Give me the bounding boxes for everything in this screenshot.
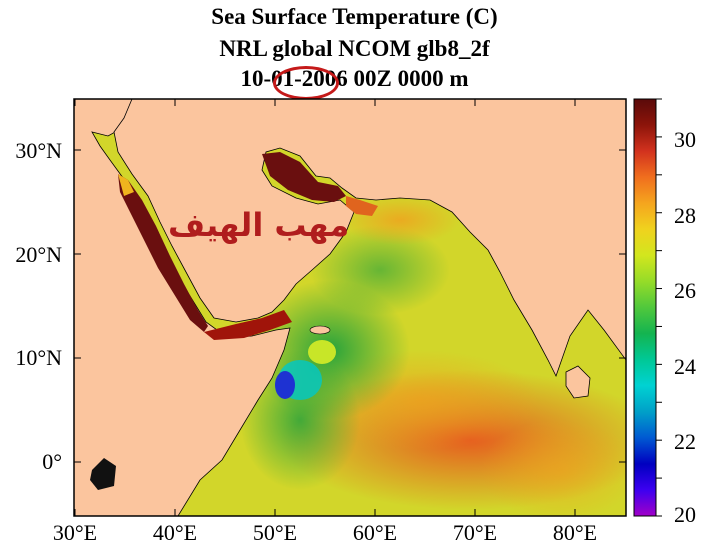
- lon-label-30e: 30°E: [52, 520, 98, 545]
- lon-label-50e: 50°E: [252, 520, 298, 545]
- colorbar-label-30: 30: [674, 127, 696, 152]
- lon-label-70e: 70°E: [452, 520, 498, 545]
- lat-label-20n: 20°N: [15, 242, 62, 267]
- axis-ticks: [74, 99, 626, 516]
- colorbar-label-28: 28: [674, 203, 696, 228]
- map-subtitle-model: NRL global NCOM glb8_2f: [219, 36, 490, 61]
- colorbar-label-20: 20: [674, 502, 696, 527]
- red-sea: [118, 174, 208, 332]
- colorbar-label-22: 22: [674, 429, 696, 454]
- lon-label-40e: 40°E: [152, 520, 198, 545]
- lat-label-10n: 10°N: [15, 345, 62, 370]
- persian-gulf: [262, 152, 346, 202]
- lat-label-30n: 30°N: [15, 138, 62, 163]
- colorbar-label-26: 26: [674, 278, 696, 303]
- lon-label-60e: 60°E: [352, 520, 398, 545]
- map-title: Sea Surface Temperature (C): [211, 4, 498, 29]
- colorbar-bar: [633, 98, 657, 517]
- arabic-annotation: مهب الهيف: [168, 206, 350, 244]
- map-frame: [73, 98, 627, 517]
- colorbar-label-24: 24: [674, 354, 696, 379]
- colorbar: [633, 98, 662, 517]
- lat-label-0: 0°: [42, 449, 62, 474]
- lon-label-80e: 80°E: [552, 520, 598, 545]
